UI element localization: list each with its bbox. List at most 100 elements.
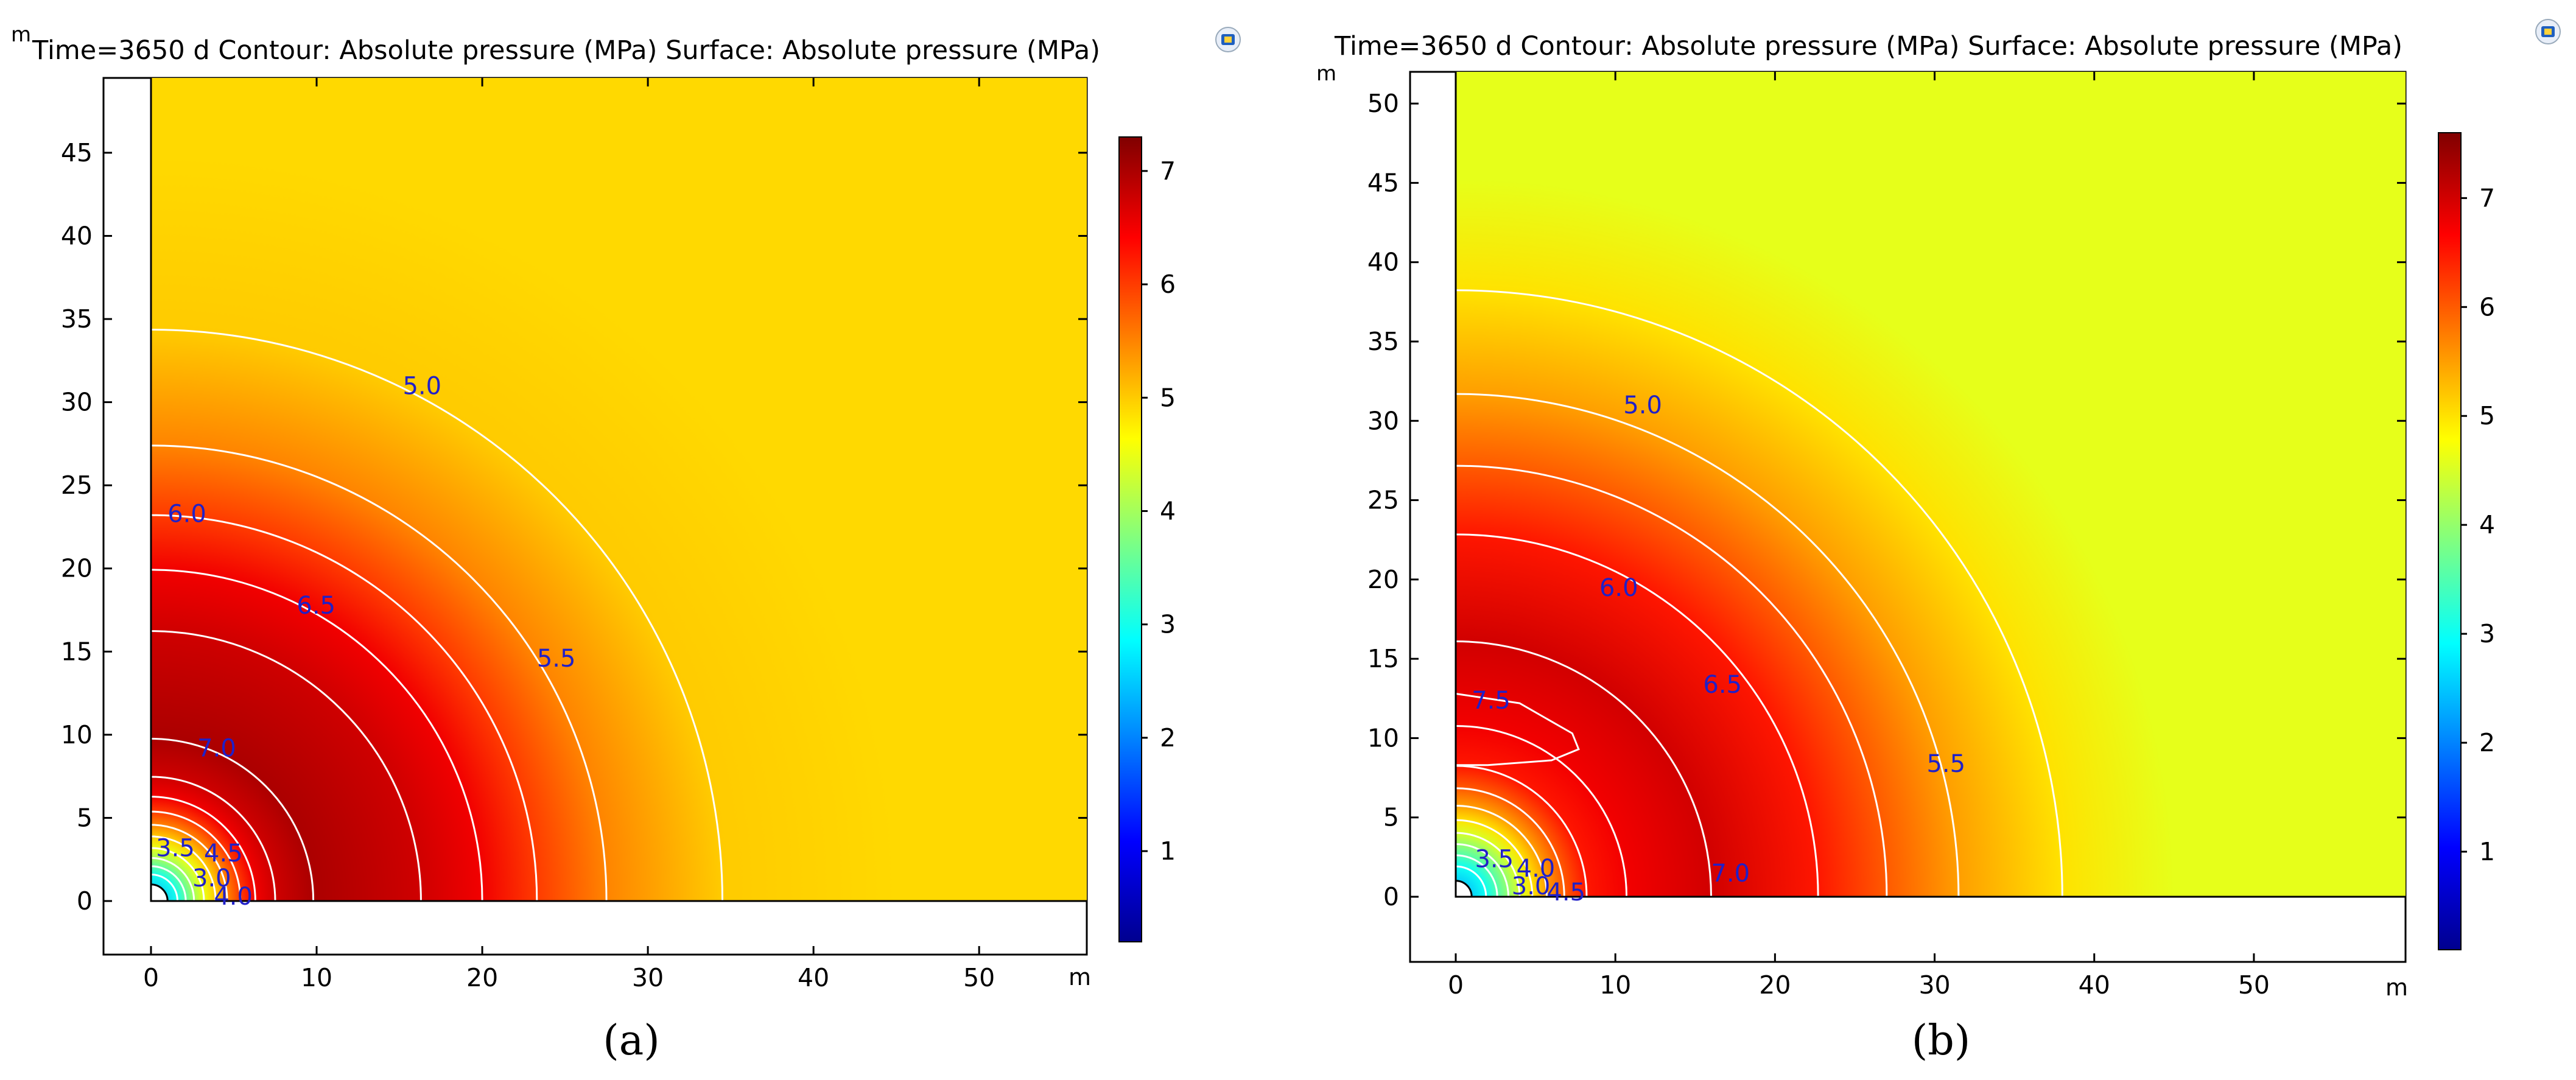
panel-a-colorbar-tick-label: 1 <box>1160 836 1176 866</box>
panel-a-x-tick-label: 10 <box>301 963 332 992</box>
panel-b-y-tick-label: 10 <box>1367 723 1399 752</box>
panel-a-contour-6 <box>151 776 276 901</box>
panel-a-y-tick-label: 25 <box>61 471 93 500</box>
panel-b-contour-6 <box>1456 765 1588 897</box>
panel-b-x-tick-label: 10 <box>1599 970 1631 1000</box>
panel-b-contour-13 <box>1456 865 1487 897</box>
panel-a-colorbar-tick-label: 4 <box>1160 496 1176 525</box>
panel-a-contour-8 <box>151 810 242 901</box>
panel-b-contour-0 <box>1456 289 2063 897</box>
panel-b-contour-10 <box>1456 832 1521 897</box>
panel-a-x-tick-label: 20 <box>466 963 498 992</box>
panel-b-x-tick-label: 30 <box>1918 970 1950 1000</box>
panel-b-contour-7 <box>1456 787 1565 897</box>
panel-b-contour-8 <box>1456 805 1548 897</box>
panel-b-surface: 5.0 6.0 7.5 6.5 5.5 7.0 3.5 4.03.04.5 <box>1455 72 2406 906</box>
panel-b-contour-9 <box>1456 819 1534 897</box>
panel-b-y-tick-label: 35 <box>1367 327 1399 356</box>
panel-a-y-tick-label: 45 <box>61 138 93 167</box>
panel-a-contour-5 <box>151 737 315 901</box>
panel-a-contour-10 <box>151 835 217 901</box>
panel-b-y-tick-label: 50 <box>1367 89 1399 118</box>
panel-b-contour-label: 3.0 <box>1512 872 1551 900</box>
panel-b-y-tick-label: 5 <box>1383 803 1399 832</box>
panel-b-info-icon[interactable] <box>2535 19 2561 44</box>
panel-a-y-tick-label: 20 <box>61 554 93 583</box>
panel-b-y-tick-label: 45 <box>1367 168 1399 197</box>
panel-a-x-tick-label: 0 <box>143 963 159 992</box>
panel-b-contour-label: 4.5 <box>1546 878 1585 906</box>
panel-b-contour-label: 6.0 <box>1599 574 1638 602</box>
panel-b-x-tick-label: 20 <box>1759 970 1791 1000</box>
panel-a-colorbar-gradient <box>1118 136 1142 942</box>
panel-a-contour-13 <box>151 865 187 901</box>
panel-b-y-tick-label: 30 <box>1367 406 1399 435</box>
panel-a-caption: (a) <box>603 1017 660 1065</box>
panel-a-title: Time=3650 d Contour: Absolute pressure (… <box>32 35 1100 66</box>
panel-a-x-tick-label: 40 <box>798 963 829 992</box>
panel-a-surface: 5.0 6.0 6.5 5.5 7.0 3.5 4.53.04.0 <box>150 78 1087 911</box>
panel-a: Time=3650 d Contour: Absolute pressure (… <box>11 23 1241 1065</box>
panel-a-contour-9 <box>151 824 228 901</box>
panel-b-contour-11 <box>1456 843 1510 897</box>
panel-a-colorbar-tick-label: 5 <box>1160 383 1176 412</box>
panel-b-y-unit: m <box>1316 61 1336 86</box>
panel-a-contour-7 <box>151 796 256 901</box>
panel-a-info-icon[interactable] <box>1215 27 1241 52</box>
panel-b-contour-5 <box>1456 724 1628 897</box>
panel-b-colorbar: 1 2 3 4 5 6 7 <box>2438 132 2495 950</box>
panel-b-colorbar-tick-label: 5 <box>2479 401 2495 430</box>
panel-b-contour-2 <box>1456 465 1888 897</box>
panel-b-colorbar-tick-label: 4 <box>2479 510 2495 539</box>
panel-a-contour-label: 5.0 <box>402 372 441 400</box>
panel-b-x-unit: m <box>2385 974 2408 1001</box>
panel-a-x-axis: 0 10 20 30 40 50 <box>143 78 995 992</box>
panel-b-contour-label: 5.0 <box>1623 391 1662 419</box>
panel-b-colorbar-tick-label: 2 <box>2479 728 2495 757</box>
panel-a-y-tick-label: 10 <box>61 720 93 749</box>
panel-b-y-tick-label: 25 <box>1367 486 1399 515</box>
panel-a-contour-12 <box>151 857 195 901</box>
panel-a-y-tick-label: 35 <box>61 304 93 334</box>
panel-a-y-tick-label: 0 <box>77 886 93 916</box>
panel-a-y-tick-label: 30 <box>61 388 93 417</box>
panel-a-contour-11 <box>151 847 205 901</box>
panel-b-contour-1 <box>1456 393 1960 897</box>
panel-a-contour-4 <box>151 630 422 901</box>
panel-b-colorbar-tick-label: 1 <box>2479 837 2495 866</box>
panel-a-contour-0 <box>151 328 724 901</box>
panel-a-surface-fill <box>151 78 1087 901</box>
panel-b-y-axis: 0 5 10 15 20 25 30 35 40 45 50 <box>1367 89 2406 911</box>
panel-b-y-tick-label: 40 <box>1367 248 1399 277</box>
panel-a-contour-label: 3.0 <box>192 864 231 892</box>
panel-b-y-tick-label: 0 <box>1383 882 1399 911</box>
panel-b-contour-12 <box>1456 854 1498 897</box>
panel-b-contour-3 <box>1456 533 1819 897</box>
panel-a-contour-label: 3.5 <box>156 835 195 863</box>
panel-b-surface-fill <box>1456 72 2406 897</box>
panel-a-colorbar-tick-label: 6 <box>1160 270 1176 299</box>
panel-b-contour-label: 7.5 <box>1472 687 1511 715</box>
panel-a-x-tick-label: 30 <box>632 963 664 992</box>
panel-a-contour-2 <box>151 514 538 901</box>
panel-b-x-axis: 0 10 20 30 40 50 <box>1448 72 2270 1000</box>
panel-b-colorbar-tick-label: 6 <box>2479 292 2495 321</box>
panel-a-y-tick-label: 15 <box>61 637 93 666</box>
panel-a-y-tick-label: 40 <box>61 221 93 250</box>
panel-b-colorbar-tick-label: 7 <box>2479 183 2495 212</box>
panel-a-contour-label: 6.5 <box>297 592 335 620</box>
panel-b-contour-label: 6.5 <box>1703 671 1742 699</box>
panel-b-x-tick-label: 40 <box>2079 970 2110 1000</box>
panel-b-x-tick-label: 50 <box>2238 970 2270 1000</box>
panel-a-contour-label: 6.0 <box>167 500 206 528</box>
panel-a-contour-3 <box>151 569 483 901</box>
panel-a-colorbar-tick-label: 7 <box>1160 156 1176 186</box>
panel-b-colorbar-gradient <box>2438 132 2462 950</box>
panel-a-contour-14 <box>151 873 179 901</box>
panel-a-contour-label: 4.0 <box>214 883 253 911</box>
panel-a-contour-1 <box>151 444 608 901</box>
panel-a-colorbar-tick-label: 2 <box>1160 723 1176 752</box>
panel-b-y-tick-label: 15 <box>1367 644 1399 673</box>
panel-b-contour-4 <box>1456 640 1712 897</box>
